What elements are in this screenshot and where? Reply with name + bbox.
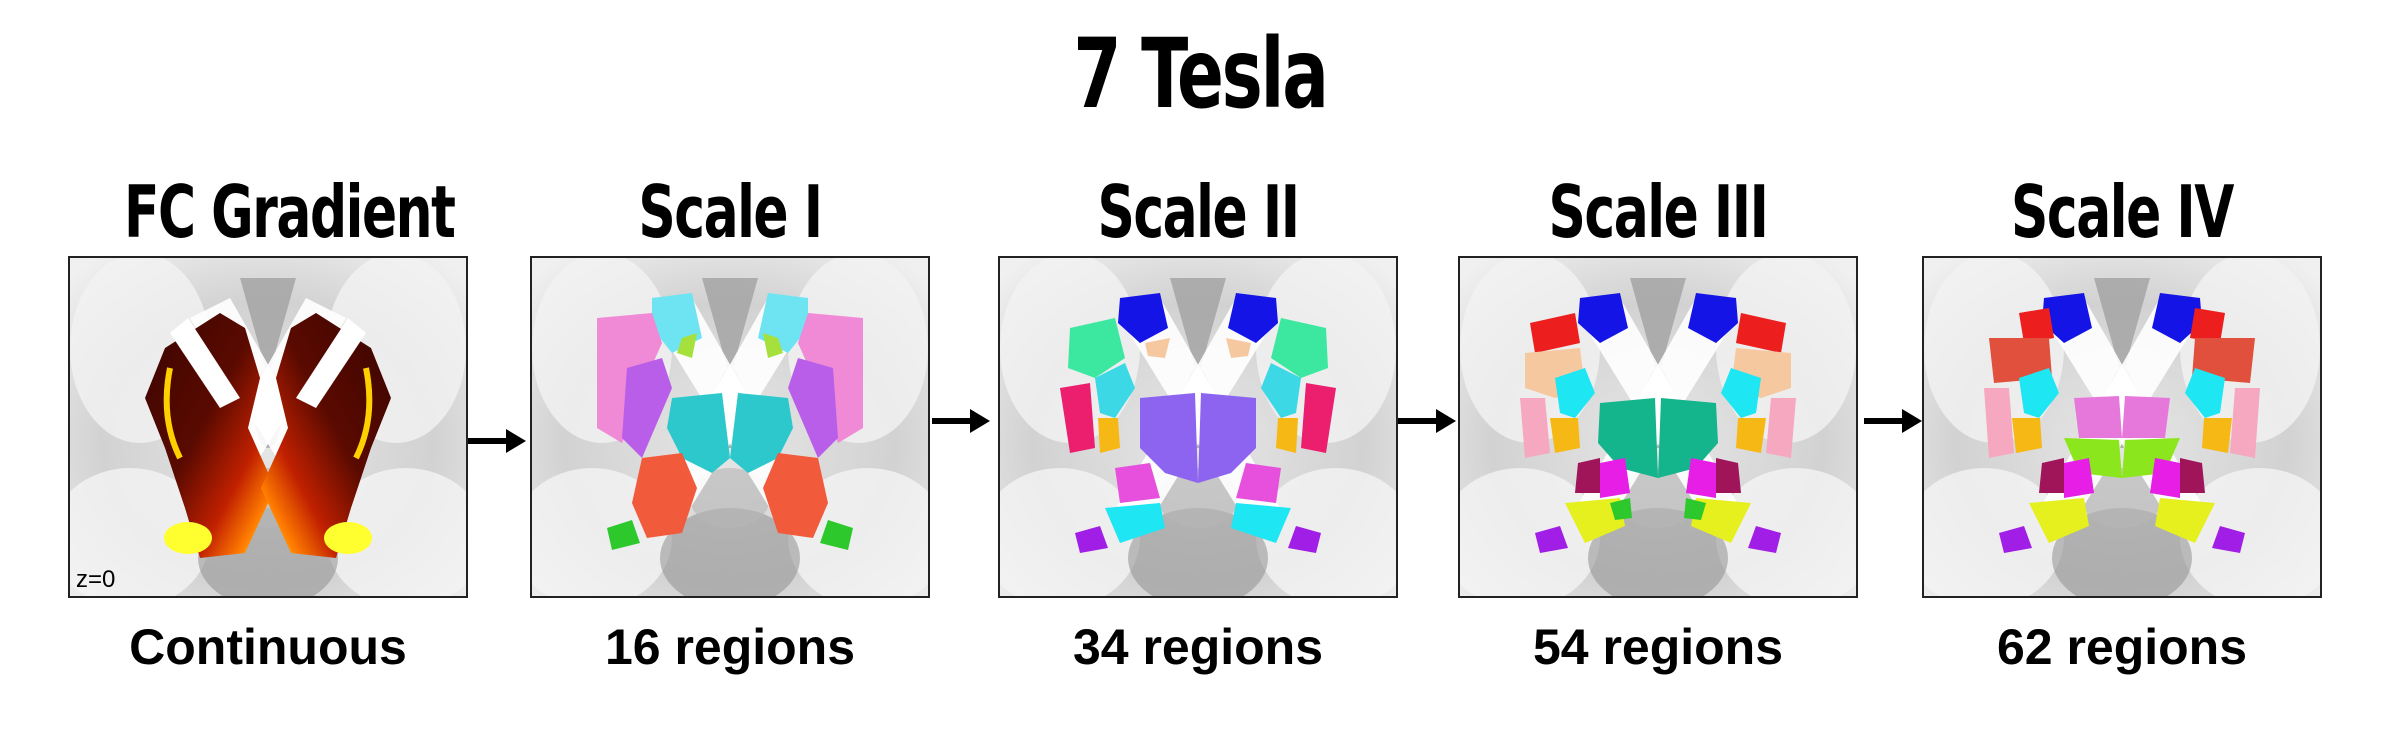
panel-caption: 54 regions	[1532, 619, 1784, 675]
arrow-right-icon	[468, 426, 526, 456]
panel-caption: Continuous	[129, 619, 407, 675]
arrow-right-icon	[1398, 406, 1456, 436]
panel-caption: 62 regions	[1996, 619, 2248, 675]
brain-slice-image	[998, 256, 1398, 598]
panel-title: Scale IV	[2011, 170, 2234, 254]
arrow-right-icon	[1864, 406, 1922, 436]
slice-label: z=0	[76, 566, 116, 593]
panel-title: Scale I	[638, 170, 823, 254]
brain-slice-image	[530, 256, 930, 598]
figure-title: 7 Tesla	[1073, 18, 1329, 130]
panel-title: FC Gradient	[124, 170, 456, 254]
panel-caption: 34 regions	[1072, 619, 1324, 675]
brain-slice-image	[1922, 256, 2322, 598]
panel-title: Scale II	[1097, 170, 1300, 254]
arrow-right-icon	[932, 406, 990, 436]
panel-title: Scale III	[1548, 170, 1769, 254]
brain-slice-image: z=0	[68, 256, 468, 598]
brain-slice-image	[1458, 256, 1858, 598]
panel-caption: 16 regions	[604, 619, 856, 675]
